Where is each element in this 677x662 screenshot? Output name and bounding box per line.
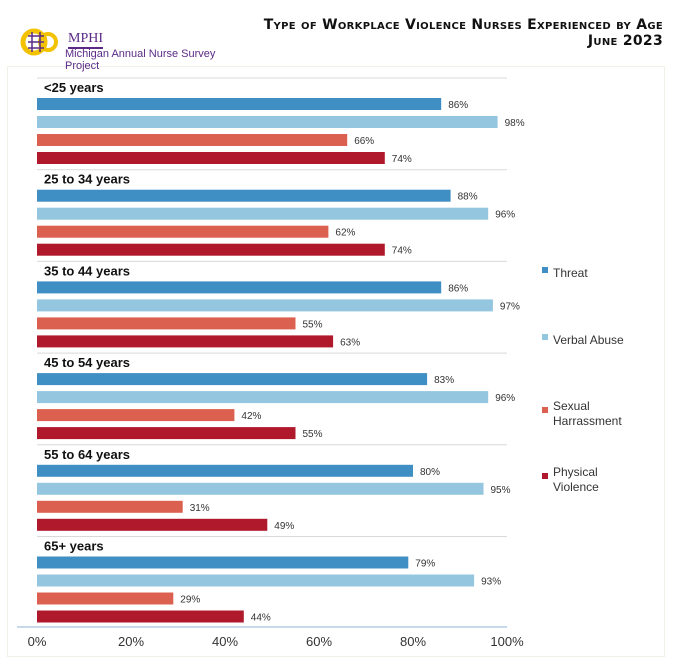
legend-swatch — [542, 267, 548, 273]
bar-physical-violence — [37, 152, 385, 164]
bar-physical-violence — [37, 243, 385, 256]
data-label: 63% — [340, 337, 360, 348]
bar-verbal-abuse — [37, 482, 484, 495]
legend-label: Sexual Harrassment — [553, 399, 622, 428]
chart-title-block: Type of Workplace Violence Nurses Experi… — [264, 17, 663, 49]
chart-frame — [7, 66, 665, 657]
bar-sexual-harrassment — [37, 225, 329, 238]
data-label: 96% — [495, 210, 515, 221]
x-tick-label: 60% — [306, 634, 332, 649]
data-label: 93% — [481, 577, 501, 588]
category-label: 55 to 64 years — [44, 447, 130, 462]
data-label: 55% — [303, 319, 323, 330]
data-label: 42% — [241, 411, 261, 422]
bar-physical-violence — [37, 610, 244, 623]
legend-label: Physical Violence — [553, 465, 599, 494]
bar-verbal-abuse — [37, 391, 489, 404]
logo-caption: Michigan Annual Nurse Survey Project — [65, 48, 216, 72]
bar-verbal-abuse — [37, 116, 498, 128]
data-label: 79% — [415, 559, 435, 570]
data-label: 86% — [448, 100, 468, 111]
data-label: 96% — [495, 393, 515, 404]
data-label: 74% — [392, 154, 412, 165]
bar-threat — [37, 189, 451, 202]
bar-sexual-harrassment — [37, 134, 348, 146]
category-label: 25 to 34 years — [44, 172, 130, 187]
bar-threat — [37, 556, 409, 569]
data-label: 80% — [420, 467, 440, 478]
chart-subtitle: June 2023 — [587, 33, 663, 49]
data-label: 98% — [505, 118, 525, 129]
logo-emblem-icon — [20, 28, 58, 56]
category-label: 35 to 44 years — [44, 263, 130, 278]
data-label: 55% — [303, 429, 323, 440]
bar-sexual-harrassment — [37, 500, 183, 513]
legend-label: Threat — [553, 266, 588, 280]
data-label: 95% — [491, 485, 511, 496]
legend-swatch — [542, 334, 548, 340]
legend-swatch — [542, 407, 548, 413]
data-label: 66% — [354, 136, 374, 147]
category-label: 45 to 54 years — [44, 355, 130, 370]
data-label: 49% — [274, 521, 294, 532]
bar-physical-violence — [37, 518, 268, 531]
data-label: 97% — [500, 301, 520, 312]
data-label: 86% — [448, 283, 468, 294]
bar-threat — [37, 281, 442, 294]
data-label: 31% — [190, 503, 210, 514]
data-label: 83% — [434, 375, 454, 386]
category-label: 65+ years — [44, 539, 104, 554]
bar-verbal-abuse — [37, 299, 493, 312]
category-label: <25 years — [44, 80, 104, 95]
bar-threat — [37, 98, 442, 110]
bar-sexual-harrassment — [37, 592, 174, 605]
logo-name: MPHI — [68, 31, 104, 49]
data-label: 62% — [335, 228, 355, 239]
data-label: 44% — [251, 613, 271, 624]
bar-verbal-abuse — [37, 207, 489, 220]
x-tick-label: 100% — [490, 634, 524, 649]
legend-swatch — [542, 473, 548, 479]
bar-physical-violence — [37, 427, 296, 440]
legend-label: Verbal Abuse — [553, 333, 624, 347]
chart-title: Type of Workplace Violence Nurses Experi… — [263, 17, 663, 33]
bar-threat — [37, 373, 428, 386]
bar-sexual-harrassment — [37, 409, 235, 422]
data-label: 29% — [180, 595, 200, 606]
bar-verbal-abuse — [37, 574, 475, 587]
bar-threat — [37, 464, 413, 477]
mphi-logo: MPHI Michigan Annual Nurse Survey Projec… — [20, 22, 250, 72]
data-label: 88% — [458, 192, 478, 203]
x-tick-label: 0% — [28, 634, 47, 649]
data-label: 74% — [392, 246, 412, 257]
x-tick-label: 40% — [212, 634, 238, 649]
bar-physical-violence — [37, 335, 334, 348]
bar-sexual-harrassment — [37, 317, 296, 330]
x-tick-label: 80% — [400, 634, 426, 649]
x-tick-label: 20% — [118, 634, 144, 649]
